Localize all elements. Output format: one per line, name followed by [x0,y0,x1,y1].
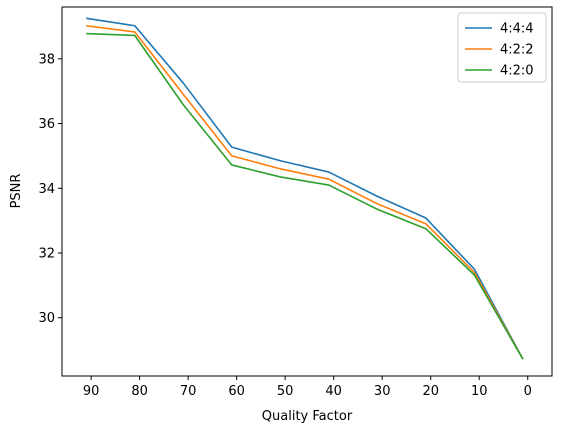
y-tick-label: 38 [38,52,55,67]
x-tick-label: 40 [325,384,342,399]
x-tick-label: 30 [374,384,391,399]
plot-frame [61,6,553,377]
y-tick-label: 36 [38,117,55,132]
y-tick-label: 32 [38,247,55,262]
ticks-layer: 90 80 70 60 50 40 30 20 10 0 30 32 34 36 38 [38,52,531,399]
series-line-1 [86,17,524,360]
legend-label: 4:2:0 [500,64,534,79]
series-line-3 [86,32,524,360]
x-tick-label: 60 [228,384,245,399]
x-tick-label: 70 [180,384,197,399]
legend-label: 4:2:2 [500,43,534,58]
x-tick-label: 90 [83,384,100,399]
x-tick-label: 80 [131,384,148,399]
x-axis-label: Quality Factor [262,409,353,424]
legend-box [457,12,547,83]
y-tick-label: 34 [38,182,55,197]
x-tick-label: 10 [471,384,488,399]
legend: 4:4:4 4:2:2 4:2:0 [457,12,547,83]
x-tick-label: 20 [422,384,439,399]
y-tick-label: 30 [38,311,55,326]
x-tick-label: 0 [524,384,532,399]
legend-label: 4:4:4 [500,22,534,37]
series-layer [86,17,524,360]
series-line-2 [86,24,524,360]
x-tick-label: 50 [277,384,294,399]
y-axis-label: PSNR [9,174,24,209]
